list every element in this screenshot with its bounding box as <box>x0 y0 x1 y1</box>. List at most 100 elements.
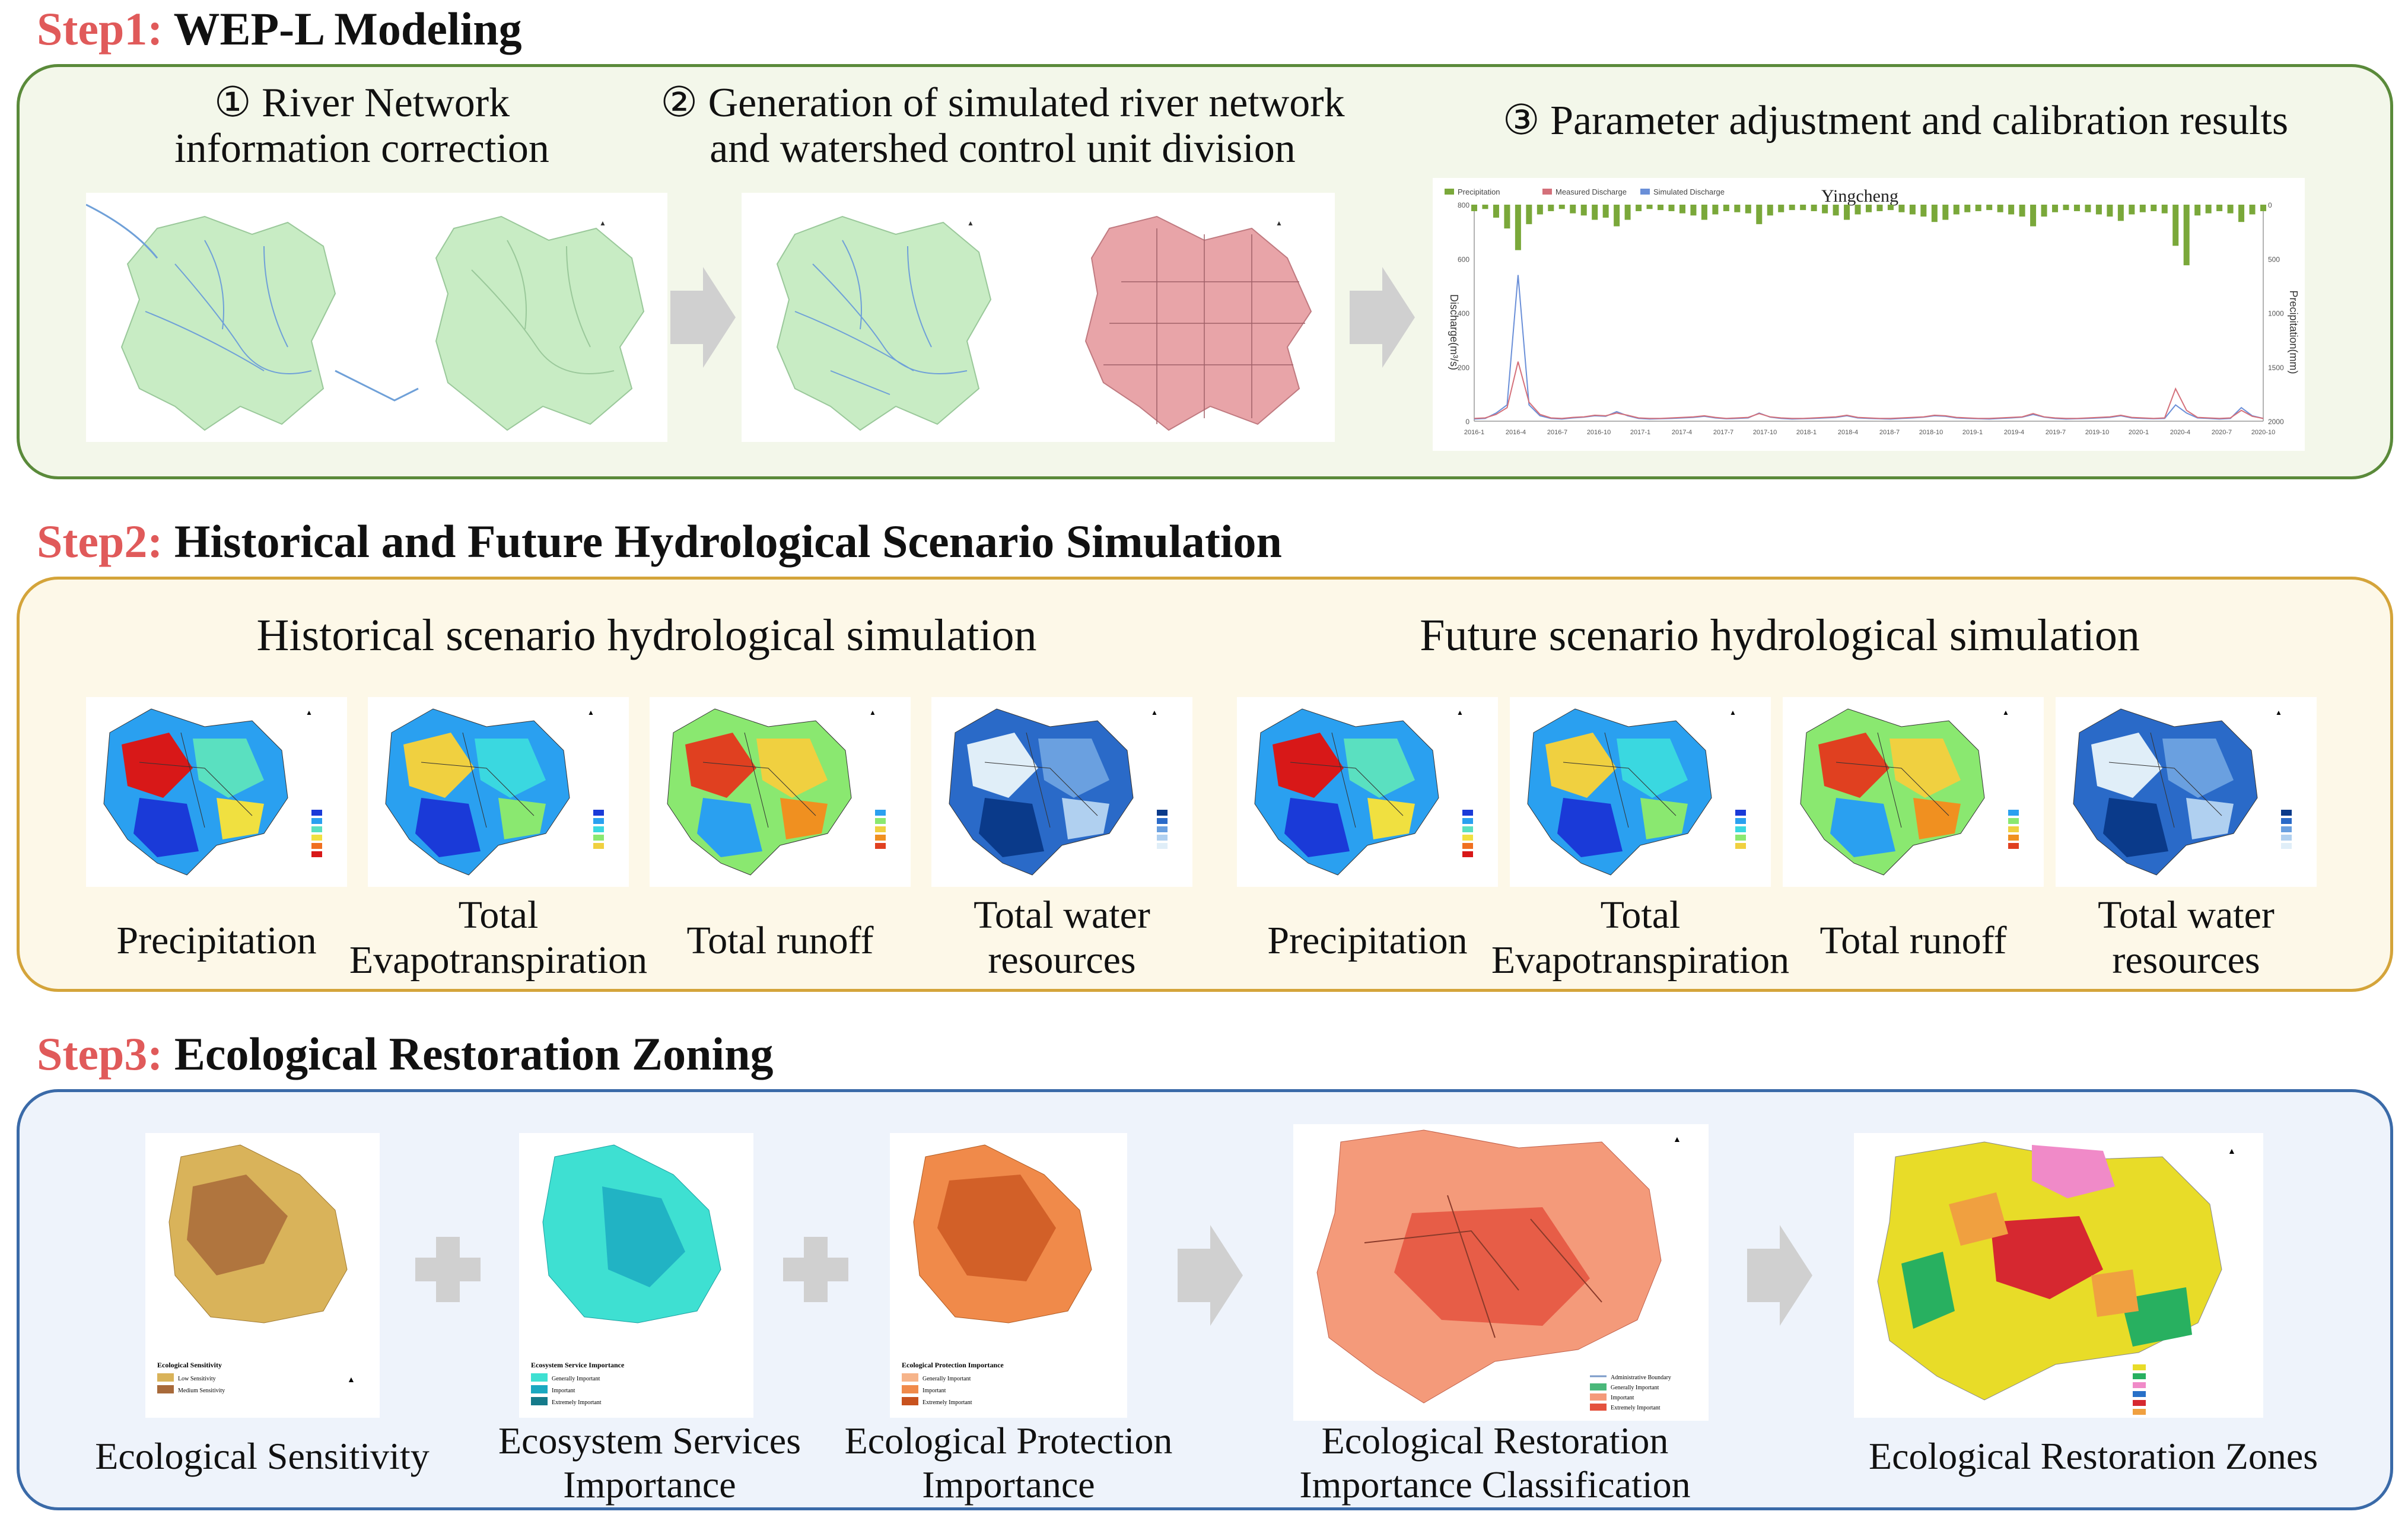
ecological-protection-svg: Ecological Protection Importance General… <box>902 1144 1092 1406</box>
step2-title: Historical and Future Hydrological Scena… <box>174 516 1282 567</box>
north-arrow-icon: ▲ <box>306 708 313 717</box>
precipitation-bar <box>2183 205 2190 266</box>
precipitation-bar <box>1800 205 1806 211</box>
legend3-item-1: Important <box>923 1388 946 1394</box>
precipitation-bar <box>2052 205 2059 212</box>
north-arrow-icon: ▲ <box>347 1376 355 1385</box>
precipitation-bar <box>1592 205 1598 220</box>
y-tick-label: 0 <box>1465 418 1469 426</box>
scenario-map-label: Total runoff <box>614 918 946 963</box>
x-tick-label: 2018-10 <box>1919 429 1943 436</box>
precipitation-bar <box>1658 205 1664 211</box>
north-arrow-icon: ▲ <box>599 219 606 227</box>
precipitation-bar <box>1679 205 1685 214</box>
x-tick-label: 2017-10 <box>1753 429 1777 436</box>
scenario-map-label: Total Evapotranspiration <box>332 893 664 983</box>
precipitation-bar <box>1723 205 1729 211</box>
precipitation-bar <box>1909 205 1916 215</box>
scenario-map-svg: ▲ <box>949 708 1168 876</box>
precipitation-bar <box>2139 205 2146 212</box>
north-arrow-icon: ▲ <box>1673 1135 1681 1144</box>
step2-number: Step2: <box>37 516 163 567</box>
precipitation-bar <box>1602 205 1609 218</box>
precipitation-bar <box>1614 205 1620 227</box>
precipitation-bar <box>2095 205 2102 215</box>
restoration-importance-svg: ▲ Administrative Boundary Generally Impo… <box>1316 1129 1681 1411</box>
ecological-protection-map: Ecological Protection Importance General… <box>890 1133 1127 1418</box>
precipitation-bar <box>1515 205 1521 250</box>
x-tick-label: 2020-10 <box>2251 429 2275 436</box>
north-arrow-icon: ▲ <box>2275 708 2282 717</box>
scenario-map-label: Precipitation <box>50 918 383 963</box>
step3-map-label-line: Importance Classification <box>1299 1463 1691 1506</box>
step3-map-label-line: Ecosystem Services <box>498 1420 801 1462</box>
precipitation-bar <box>1964 205 1971 212</box>
precipitation-bar <box>2216 205 2223 211</box>
scenario-map-svg: ▲ <box>103 708 322 876</box>
arrow-right-icon <box>1350 267 1415 368</box>
future-scenario-title: Future scenario hydrological simulation <box>1420 610 2140 660</box>
legend1-item-1: Medium Sensitivity <box>178 1388 225 1394</box>
step1-sub2-line2: and watershed control unit division <box>710 126 1296 171</box>
precipitation-bar <box>1898 205 1905 212</box>
step1-sub1-line1: ① River Network <box>214 80 510 126</box>
scenario-map: ▲ <box>1237 697 1498 887</box>
precipitation-bar <box>2129 205 2135 215</box>
x-tick-label: 2020-1 <box>2129 429 2149 436</box>
step3-map-label-line: Ecological Restoration Zones <box>1869 1435 2318 1477</box>
plus-icon <box>783 1237 848 1302</box>
arrow-right-icon <box>1747 1225 1812 1326</box>
y-tick-label: 400 <box>1458 310 1469 318</box>
scenario-map-label: Total runoff <box>1747 918 2079 963</box>
precipitation-bar <box>2117 205 2124 221</box>
precipitation-bar <box>1624 205 1631 220</box>
x-tick-label: 2018-1 <box>1796 429 1817 436</box>
legend2-item-1: Important <box>552 1388 575 1394</box>
legend2-title: Ecosystem Service Importance <box>531 1361 625 1369</box>
precipitation-bar <box>2249 205 2256 215</box>
precipitation-bar <box>1537 205 1543 215</box>
step2-heading: Step2: Historical and Future Hydrologica… <box>37 515 1282 568</box>
precipitation-bar <box>2172 205 2179 246</box>
y2-tick-label: 0 <box>2268 201 2272 209</box>
precipitation-bar <box>1745 205 1751 214</box>
precipitation-bar <box>2030 205 2037 227</box>
legend3-title: Ecological Protection Importance <box>902 1361 1004 1369</box>
precipitation-bar <box>2019 205 2025 217</box>
legend3-item-0: Generally Important <box>923 1376 971 1382</box>
x-tick-label: 2019-7 <box>2046 429 2066 436</box>
precipitation-bar <box>2205 205 2212 214</box>
restoration-zones-svg: ▲ <box>1877 1141 2236 1415</box>
precipitation-bar <box>1833 205 1839 216</box>
legend-label: Precipitation <box>1458 187 1500 196</box>
scenario-map-label-line: Evapotranspiration <box>1491 938 1790 982</box>
chart-legend: Precipitation Measured Discharge Simulated… <box>1445 187 1725 196</box>
legend4-item-2: Important <box>1611 1395 1634 1401</box>
step3-map-label: Ecosystem Services Importance <box>442 1419 857 1506</box>
ecological-sensitivity-svg: Ecological Sensitivity Low Sensitivity M… <box>157 1144 355 1394</box>
scenario-map-label-line: resources <box>2112 938 2260 982</box>
step3-map-label: Ecological Restoration Importance Classif… <box>1287 1419 1703 1506</box>
step1-number: Step1: <box>37 3 163 55</box>
legend-swatch <box>1542 189 1552 195</box>
scenario-map: ▲ <box>1510 697 1771 887</box>
north-arrow-icon: ▲ <box>1151 708 1158 717</box>
precipitation-bar <box>1975 205 1981 211</box>
scenario-map-label-line: Evapotranspiration <box>349 938 648 982</box>
legend1-item-0: Low Sensitivity <box>178 1376 216 1382</box>
scenario-map-label: Precipitation <box>1201 918 1534 963</box>
ecological-sensitivity-map: Ecological Sensitivity Low Sensitivity M… <box>145 1133 380 1418</box>
step1-heading: Step1: WEP-L Modeling <box>37 2 522 56</box>
step3-map-label-line: Importance <box>922 1463 1095 1506</box>
scenario-map-label-line: Total water <box>974 893 1150 937</box>
river-network-map-svg: ▲ <box>85 203 645 431</box>
precipitation-bar <box>1876 205 1883 211</box>
legend4-item-0: Administrative Boundary <box>1611 1374 1671 1381</box>
step3-map-label: Ecological Sensitivity <box>55 1434 470 1478</box>
north-arrow-icon: ▲ <box>967 219 974 227</box>
north-arrow-icon: ▲ <box>1275 219 1283 227</box>
x-tick-label: 2016-7 <box>1547 429 1567 436</box>
legend-swatch <box>1640 189 1650 195</box>
precipitation-bar <box>1997 205 2003 212</box>
scenario-map-svg: ▲ <box>385 708 604 876</box>
